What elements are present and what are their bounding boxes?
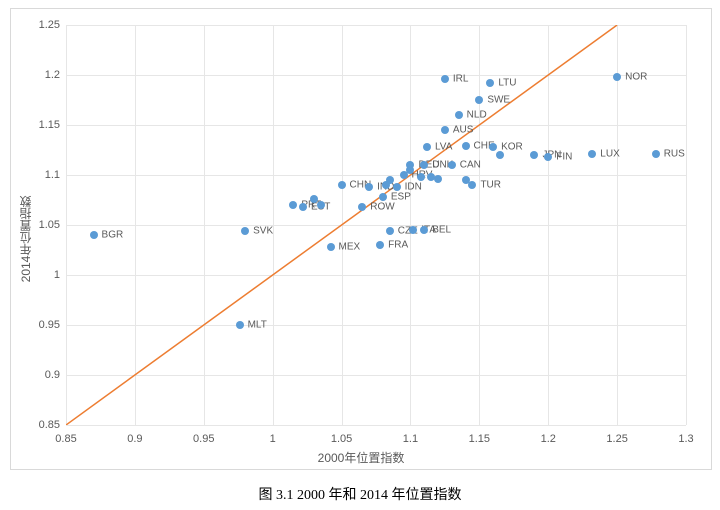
scatter-point [236, 321, 244, 329]
y-tick-label: 1.1 [20, 169, 60, 181]
point-label: NOR [625, 72, 647, 83]
x-tick-label: 0.85 [55, 433, 76, 445]
scatter-point [434, 175, 442, 183]
scatter-point [289, 201, 297, 209]
y-tick-label: 0.95 [20, 319, 60, 331]
point-label: MEX [339, 242, 361, 253]
y-tick-label: 1.15 [20, 119, 60, 131]
point-label: NLD [467, 110, 487, 121]
scatter-point [317, 201, 325, 209]
point-label: IRL [453, 74, 469, 85]
point-label: LVA [435, 142, 452, 153]
scatter-point [448, 161, 456, 169]
scatter-point [90, 231, 98, 239]
scatter-point [358, 203, 366, 211]
point-label: TUR [480, 180, 501, 191]
diagonal-reference-line [66, 25, 686, 425]
x-tick-label: 1.15 [469, 433, 490, 445]
scatter-point [544, 153, 552, 161]
scatter-point [652, 150, 660, 158]
scatter-point [327, 243, 335, 251]
scatter-point [489, 143, 497, 151]
x-tick-label: 1.3 [678, 433, 693, 445]
point-label: FIN [556, 152, 572, 163]
point-label: LUX [600, 149, 619, 160]
x-tick-label: 1 [270, 433, 276, 445]
point-label: BGR [102, 230, 124, 241]
point-label: IDN [405, 182, 422, 193]
scatter-point [386, 176, 394, 184]
scatter-point [441, 126, 449, 134]
scatter-point [299, 203, 307, 211]
scatter-point [420, 161, 428, 169]
scatter-point [241, 227, 249, 235]
scatter-point [475, 96, 483, 104]
point-label: ROW [370, 202, 394, 213]
point-label: LTU [498, 78, 516, 89]
y-tick-label: 1.2 [20, 69, 60, 81]
y-axis-label: 2014年位置指数 [17, 196, 34, 283]
scatter-point [420, 226, 428, 234]
scatter-point [613, 73, 621, 81]
point-label: SWE [487, 95, 510, 106]
scatter-point [441, 75, 449, 83]
x-tick-label: 1.1 [403, 433, 418, 445]
point-label: AUS [453, 125, 474, 136]
scatter-point [468, 181, 476, 189]
gridline-horizontal [66, 425, 686, 426]
scatter-point [496, 151, 504, 159]
scatter-point [406, 166, 414, 174]
scatter-point [386, 227, 394, 235]
y-tick-label: 0.9 [20, 369, 60, 381]
scatter-point [417, 173, 425, 181]
point-label: CAN [460, 160, 481, 171]
point-label: KOR [501, 142, 523, 153]
scatter-point [455, 111, 463, 119]
x-tick-label: 1.2 [541, 433, 556, 445]
point-label: MLT [248, 320, 267, 331]
x-tick-label: 0.9 [127, 433, 142, 445]
point-label: FRA [388, 240, 408, 251]
scatter-point [423, 143, 431, 151]
scatter-point [393, 183, 401, 191]
x-tick-label: 0.95 [193, 433, 214, 445]
y-tick-label: 1.25 [20, 19, 60, 31]
point-label: RUS [664, 149, 685, 160]
scatter-point [486, 79, 494, 87]
point-label: SVK [253, 226, 273, 237]
x-axis-label: 2000年位置指数 [318, 449, 405, 466]
gridline-vertical [686, 25, 687, 425]
scatter-point [588, 150, 596, 158]
scatter-point [379, 193, 387, 201]
x-tick-label: 1.05 [331, 433, 352, 445]
x-tick-label: 1.25 [606, 433, 627, 445]
scatter-point [462, 142, 470, 150]
figure-caption: 图 3.1 2000 年和 2014 年位置指数 [0, 484, 720, 504]
scatter-point [376, 241, 384, 249]
scatter-point [338, 181, 346, 189]
scatter-point [409, 226, 417, 234]
scatter-point [530, 151, 538, 159]
scatter-point [365, 183, 373, 191]
point-label: BEL [432, 225, 451, 236]
point-label: ESP [391, 192, 411, 203]
y-tick-label: 0.85 [20, 419, 60, 431]
